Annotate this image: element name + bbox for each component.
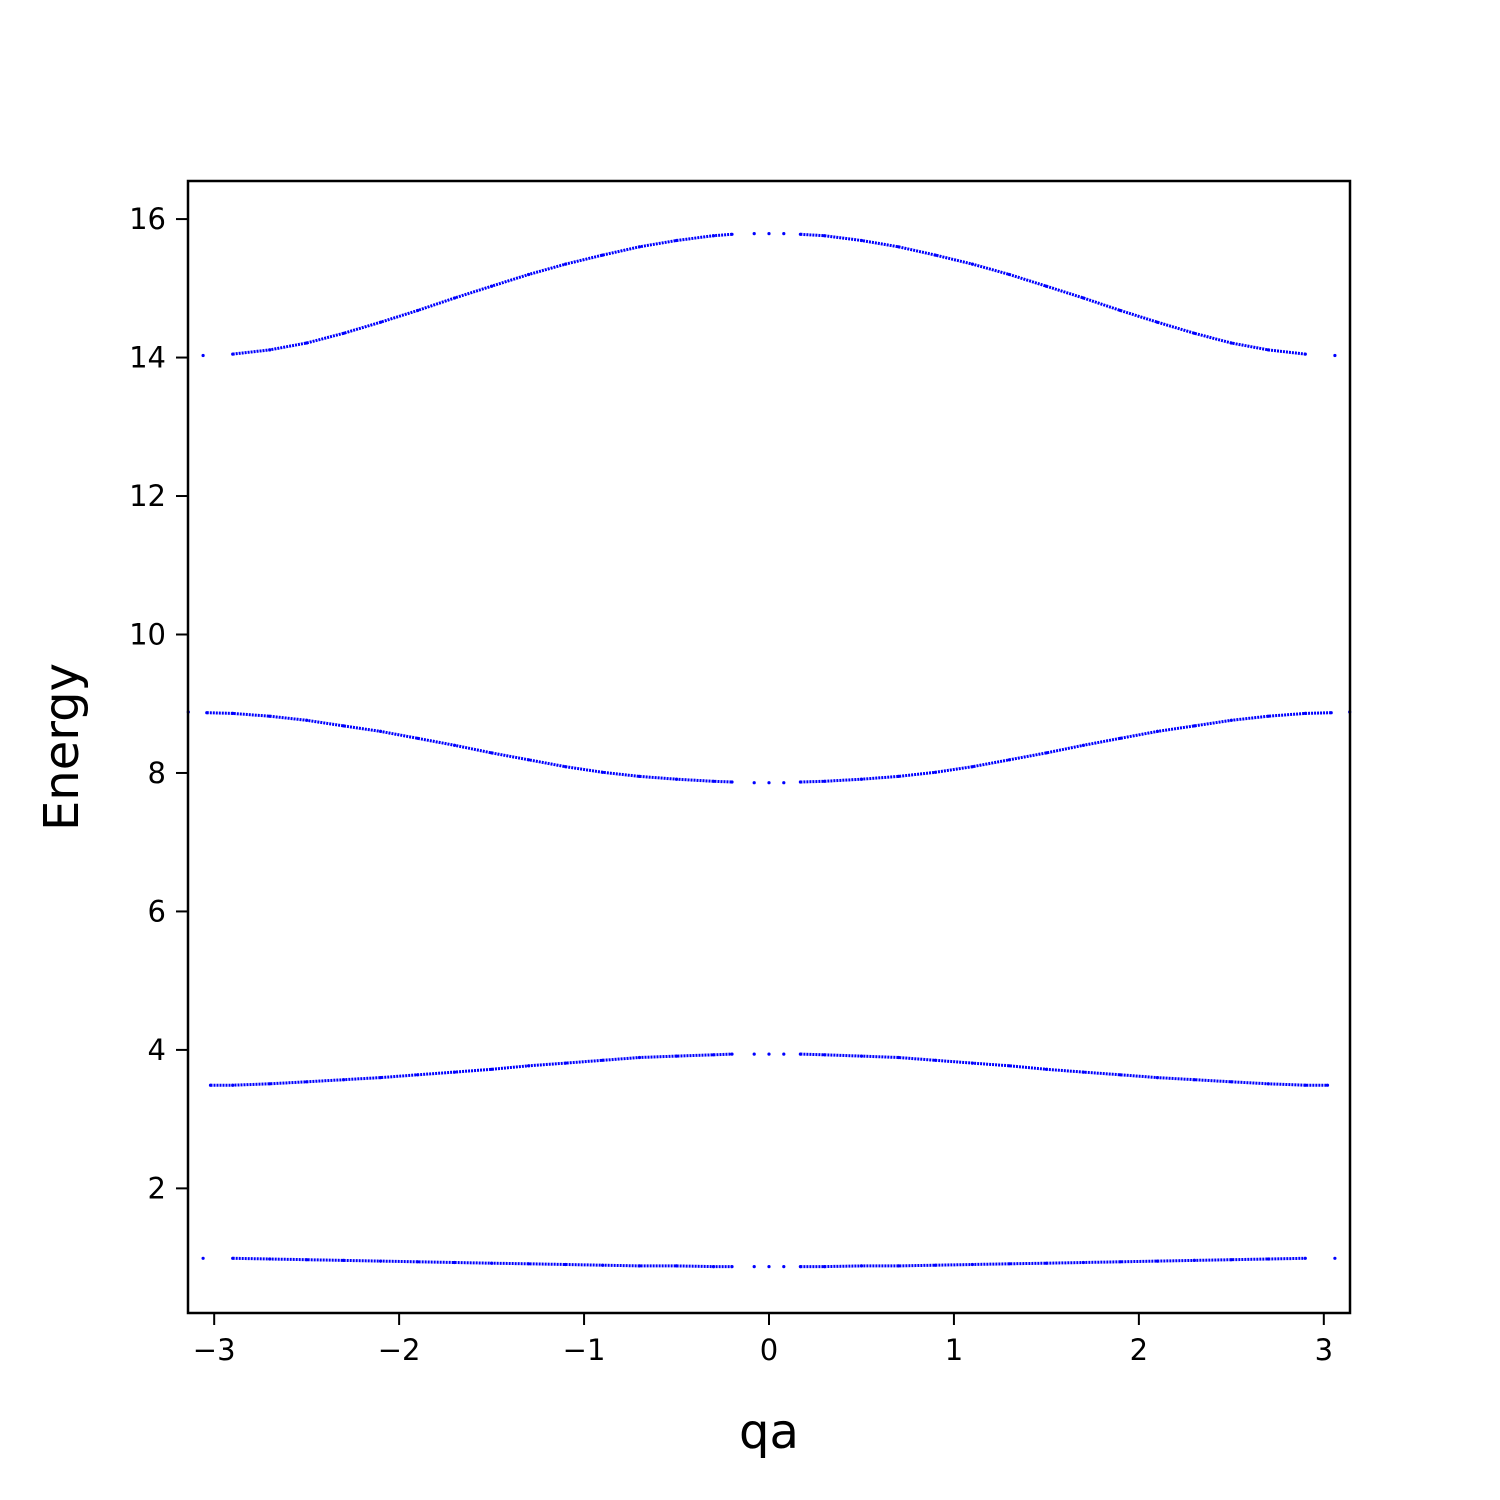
x-tick-label: −2: [378, 1333, 421, 1367]
data-point: [767, 781, 771, 785]
data-point: [1333, 1256, 1337, 1260]
x-axis-label: qa: [739, 1404, 799, 1460]
x-tick-label: 1: [945, 1333, 963, 1367]
data-point: [767, 1052, 771, 1056]
data-point: [782, 1052, 786, 1056]
x-axis-ticks: −3 −2 −1 0 1 2 3: [193, 1313, 1333, 1367]
band-curve-right: [800, 1052, 1328, 1087]
band-1-series: [201, 1256, 1337, 1269]
band-curve-right: [800, 711, 1332, 784]
data-point: [752, 1052, 756, 1056]
plot-frame: [186, 179, 1352, 1315]
y-tick-label: 6: [148, 894, 166, 928]
x-tick-label: −3: [193, 1333, 236, 1367]
band-curve-left: [232, 1256, 732, 1269]
y-axis-ticks: 2 4 6 8 10 12 14 16: [129, 202, 188, 1205]
band-4-series: [201, 232, 1337, 358]
x-tick-label: −1: [563, 1333, 606, 1367]
band-curve-left: [206, 711, 733, 784]
x-tick-label: 0: [760, 1333, 778, 1367]
data-point: [782, 1265, 786, 1269]
data-point: [752, 1265, 756, 1269]
band-2-series: [208, 1052, 1330, 1087]
data-point: [782, 781, 786, 785]
y-tick-label: 8: [148, 756, 166, 790]
data-point: [767, 232, 771, 236]
band-curve-right: [800, 232, 1306, 356]
y-tick-label: 4: [148, 1033, 166, 1067]
y-tick-label: 12: [129, 479, 166, 513]
y-axis-label: Energy: [34, 663, 90, 831]
data-point: [752, 232, 756, 236]
data-point: [201, 353, 205, 358]
band-curve-left: [210, 1052, 733, 1087]
band-curve-left: [232, 232, 733, 356]
y-tick-label: 16: [129, 202, 166, 236]
data-point: [1333, 353, 1337, 358]
y-tick-label: 2: [148, 1171, 166, 1205]
data-point: [201, 1256, 205, 1260]
y-tick-label: 14: [129, 341, 166, 375]
data-point: [767, 1265, 771, 1269]
data-point: [752, 781, 756, 785]
band-curve-right: [800, 1256, 1306, 1269]
x-tick-label: 3: [1315, 1333, 1333, 1367]
y-tick-label: 10: [129, 617, 166, 651]
data-point: [782, 232, 786, 236]
x-tick-label: 2: [1130, 1333, 1148, 1367]
plot-points: [186, 232, 1352, 1269]
